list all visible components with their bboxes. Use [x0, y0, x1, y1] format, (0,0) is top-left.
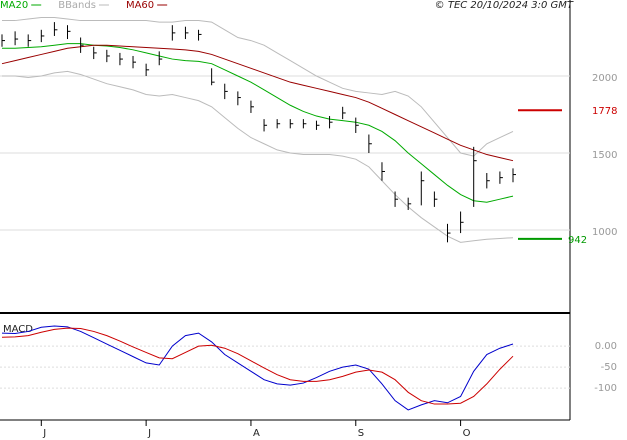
y-tick-label: -50: [601, 362, 617, 373]
x-tick-label: A: [253, 428, 260, 439]
level-label: 942: [568, 235, 587, 246]
x-tick-label: S: [358, 428, 364, 439]
y-tick-label: 2000: [592, 73, 617, 84]
x-tick-label: O: [463, 428, 471, 439]
legend-label: MA60: [126, 0, 154, 11]
y-tick-label: 0.00: [595, 341, 617, 352]
legend-label: MA20: [0, 0, 28, 11]
y-tick-label: 1500: [592, 150, 617, 161]
moving-average: [2, 43, 514, 203]
moving-average: [1, 44, 514, 162]
band-upper: [2, 16, 514, 157]
macd-line: [1, 327, 514, 405]
x-tick-label: J: [42, 428, 46, 439]
source: © TEC 20/10/2024 3:0 GMT: [435, 0, 574, 11]
plot-bg: [0, 0, 570, 420]
band-lower: [2, 70, 514, 243]
y-tick-label: 1000: [592, 227, 617, 238]
y-tick-label: -100: [594, 383, 617, 394]
level-label: 1778: [592, 106, 617, 117]
macd-title: MACD: [3, 324, 33, 335]
x-tick-label: J: [147, 428, 151, 439]
legend-label: BBands: [58, 0, 96, 11]
